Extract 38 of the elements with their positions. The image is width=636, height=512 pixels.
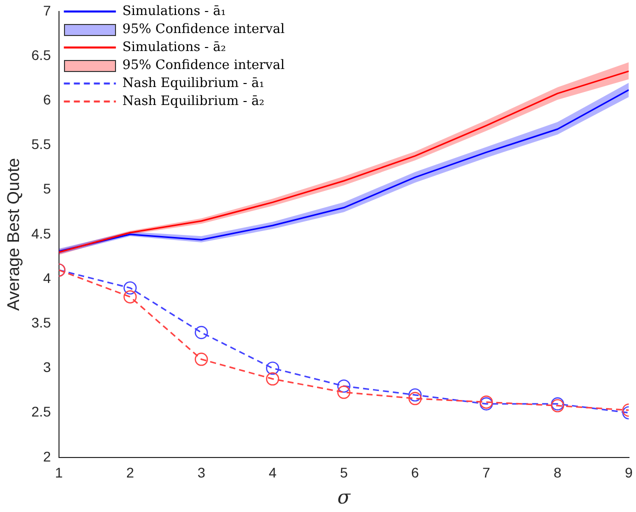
y-tick-label: 3.5 bbox=[31, 314, 52, 330]
point bbox=[194, 326, 208, 340]
y-tick-label: 3 bbox=[43, 359, 52, 376]
x-tick-label: 7 bbox=[482, 464, 490, 481]
legend-label: Simulations - ā₂ bbox=[122, 40, 226, 55]
point bbox=[124, 281, 137, 295]
point bbox=[194, 352, 208, 366]
x-tick-label: 4 bbox=[268, 464, 277, 481]
y-tick-label: 4.5 bbox=[31, 225, 52, 242]
point bbox=[408, 388, 422, 402]
y-tick-label: 4 bbox=[43, 270, 52, 286]
y-tick-label: 6.5 bbox=[31, 46, 52, 63]
legend-label: Simulations - ā₁ bbox=[122, 4, 226, 19]
y-tick-label: 2.5 bbox=[31, 404, 52, 420]
x-tick-label: 8 bbox=[554, 464, 562, 481]
x-tick-label: 9 bbox=[624, 464, 633, 481]
y-axis-title: Average Best Quote bbox=[4, 158, 23, 311]
annotation: 95% Confidence interval bbox=[122, 22, 285, 37]
point bbox=[408, 392, 422, 406]
legend-label: Nash Equilibrium - ā₂ bbox=[122, 94, 264, 109]
y-tick-label: 7 bbox=[43, 2, 52, 18]
x-axis-title: σ bbox=[337, 486, 352, 509]
y-tick-label: 5.5 bbox=[31, 136, 52, 152]
y-tick-label: 5 bbox=[43, 180, 52, 197]
point bbox=[266, 362, 280, 375]
x-tick-label: 5 bbox=[340, 464, 348, 481]
point bbox=[337, 379, 350, 393]
y-tick-label: 6 bbox=[43, 91, 52, 108]
legend-label: Nash Equilibrium - ā₁ bbox=[122, 76, 264, 91]
y-tick-label: 2 bbox=[43, 448, 52, 464]
point bbox=[337, 386, 350, 399]
x-tick-label: 6 bbox=[411, 464, 420, 481]
x-tick-label: 1 bbox=[54, 464, 63, 481]
point bbox=[266, 372, 280, 386]
x-tick-label: 2 bbox=[126, 464, 134, 481]
point bbox=[124, 290, 137, 304]
x-tick-label: 3 bbox=[197, 464, 206, 481]
annotation: 95% Confidence interval bbox=[122, 58, 285, 73]
